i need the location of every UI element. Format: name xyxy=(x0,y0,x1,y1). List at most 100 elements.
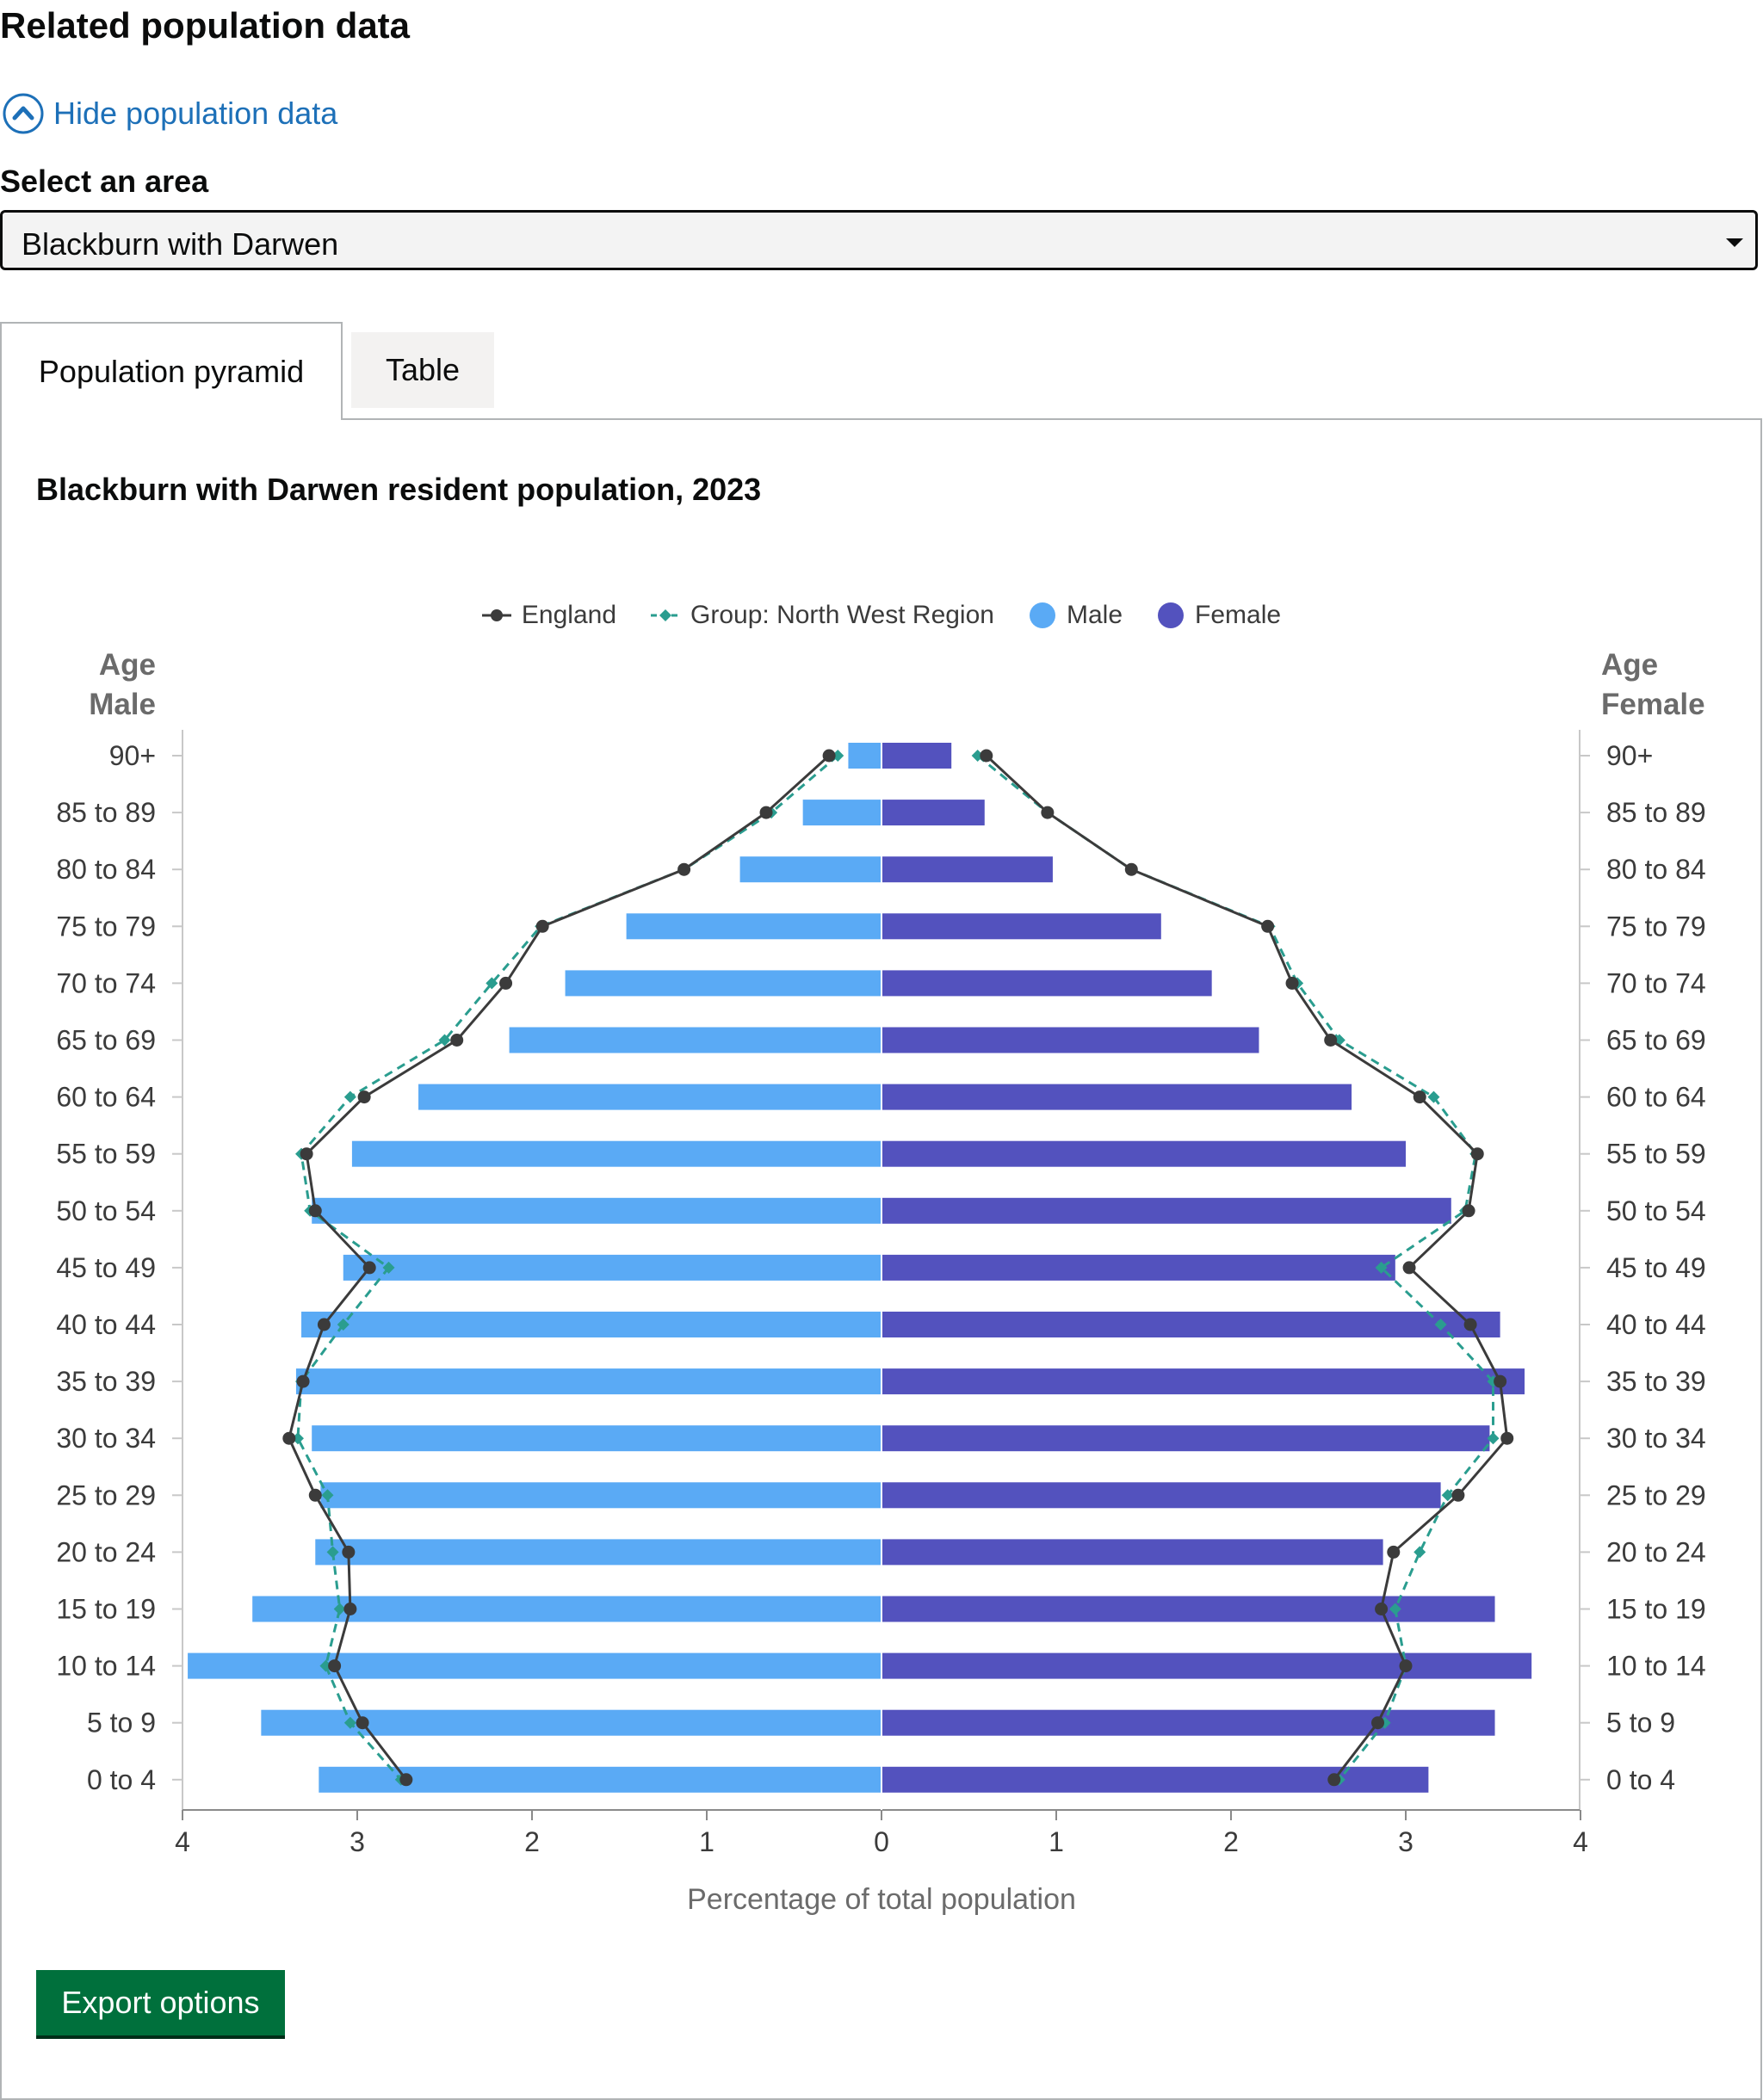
england-point-male xyxy=(343,1603,357,1615)
region-point-male xyxy=(321,1489,334,1502)
legend-item-male[interactable]: Male xyxy=(1029,601,1123,630)
y-axis-title-right-sex: Female xyxy=(1601,688,1705,721)
bar-female xyxy=(882,1709,1495,1736)
legend-label-male: Male xyxy=(1066,601,1123,629)
england-point-female xyxy=(1463,1318,1477,1331)
y-axis-title-right-age: Age xyxy=(1601,648,1658,682)
region-point-male xyxy=(333,1603,346,1615)
region-point-male xyxy=(832,750,844,762)
bar-male xyxy=(509,1027,882,1053)
region-point-female xyxy=(1427,1090,1440,1103)
bar-female xyxy=(882,913,1161,940)
legend-label-region: Group: North West Region xyxy=(690,601,994,629)
england-point-female xyxy=(1261,919,1275,933)
bar-male xyxy=(565,970,882,997)
bar-male xyxy=(848,743,882,769)
bar-male xyxy=(312,1425,882,1452)
region-point-female xyxy=(1487,1432,1500,1445)
bar-male xyxy=(315,1539,882,1566)
x-tick-label: 0 xyxy=(874,1826,889,1857)
legend-label-england: England xyxy=(521,601,617,629)
england-point-female xyxy=(1451,1488,1465,1502)
region-point-female xyxy=(1434,1319,1447,1331)
x-tick-label: 3 xyxy=(350,1826,365,1857)
region-point-male xyxy=(486,977,498,990)
y-tick-label-left: 25 to 29 xyxy=(56,1479,156,1510)
toggle-label[interactable]: Hide population data xyxy=(53,96,338,131)
y-tick-label-left: 10 to 14 xyxy=(56,1651,156,1682)
bar-male xyxy=(301,1312,882,1337)
bar-female xyxy=(882,1596,1495,1622)
england-point-male xyxy=(282,1431,296,1445)
bar-male xyxy=(312,1197,882,1224)
england-point-female xyxy=(1413,1090,1426,1104)
legend-item-england[interactable]: England xyxy=(481,601,617,630)
region-point-female xyxy=(971,750,984,762)
england-point-male xyxy=(356,1716,369,1730)
bar-female xyxy=(882,1368,1525,1395)
bar-male xyxy=(320,1482,882,1509)
england-point-female xyxy=(1371,1716,1385,1730)
y-tick-label-right: 45 to 49 xyxy=(1606,1252,1706,1283)
y-tick-label-right: 25 to 29 xyxy=(1606,1479,1706,1510)
bar-male xyxy=(802,800,882,826)
x-tick-label: 1 xyxy=(1049,1826,1064,1857)
hide-population-data-toggle[interactable]: Hide population data xyxy=(2,90,337,138)
bar-female xyxy=(882,743,952,769)
england-point-male xyxy=(822,749,836,763)
x-tick-label: 4 xyxy=(1573,1826,1588,1857)
y-tick-label-left: 65 to 69 xyxy=(56,1025,156,1056)
england-point-male xyxy=(308,1488,322,1502)
area-select-label: Select an area xyxy=(0,164,209,199)
tab-table[interactable]: Table xyxy=(351,332,494,408)
y-tick-label-left: 15 to 19 xyxy=(56,1594,156,1625)
bar-female xyxy=(882,1652,1532,1679)
y-tick-label-left: 90+ xyxy=(109,740,156,771)
bar-female xyxy=(882,800,985,826)
x-tick-label: 3 xyxy=(1398,1826,1413,1857)
legend-item-female[interactable]: Female xyxy=(1157,601,1281,630)
bar-male xyxy=(626,913,882,940)
legend-item-region[interactable]: Group: North West Region xyxy=(651,601,994,630)
england-point-female xyxy=(1375,1603,1389,1615)
chart-title: Blackburn with Darwen resident populatio… xyxy=(36,472,762,507)
y-tick-label-left: 30 to 34 xyxy=(56,1423,156,1454)
bar-female xyxy=(882,970,1212,997)
england-point-female xyxy=(1327,1773,1341,1787)
y-tick-label-right: 55 to 59 xyxy=(1606,1139,1706,1170)
england-point-female xyxy=(1399,1659,1413,1673)
y-tick-label-right: 35 to 39 xyxy=(1606,1366,1706,1397)
y-tick-label-right: 30 to 34 xyxy=(1606,1423,1706,1454)
export-options-button[interactable]: Export options xyxy=(36,1970,285,2035)
legend-male-swatch-icon xyxy=(1029,602,1055,628)
region-point-male xyxy=(337,1319,350,1331)
region-point-male xyxy=(343,1716,356,1729)
tab-population-pyramid[interactable]: Population pyramid xyxy=(0,322,343,420)
england-point-male xyxy=(535,919,549,933)
england-point-male xyxy=(342,1545,356,1559)
legend-region-line-icon xyxy=(651,609,681,621)
legend-label-female: Female xyxy=(1195,601,1282,629)
y-tick-label-left: 70 to 74 xyxy=(56,967,156,998)
bar-male xyxy=(295,1368,882,1395)
y-tick-label-right: 5 to 9 xyxy=(1606,1708,1675,1739)
england-point-female xyxy=(1124,862,1138,876)
area-select[interactable]: Blackburn with Darwen xyxy=(0,210,1758,270)
england-point-female xyxy=(1324,1034,1338,1047)
y-tick-label-left: 80 to 84 xyxy=(56,854,156,885)
bar-female xyxy=(882,1140,1406,1167)
england-point-male xyxy=(450,1034,464,1047)
bar-male xyxy=(188,1652,882,1679)
y-tick-label-left: 75 to 79 xyxy=(56,911,156,942)
bar-male xyxy=(343,1254,882,1281)
region-point-male xyxy=(382,1261,395,1274)
england-point-female xyxy=(1470,1147,1484,1161)
bar-female xyxy=(882,856,1053,883)
england-point-female xyxy=(1494,1374,1507,1388)
england-point-female xyxy=(980,749,993,763)
y-tick-label-left: 50 to 54 xyxy=(56,1195,156,1226)
england-point-female xyxy=(1041,806,1055,819)
y-tick-label-left: 40 to 44 xyxy=(56,1309,156,1340)
region-point-male xyxy=(291,1432,304,1445)
